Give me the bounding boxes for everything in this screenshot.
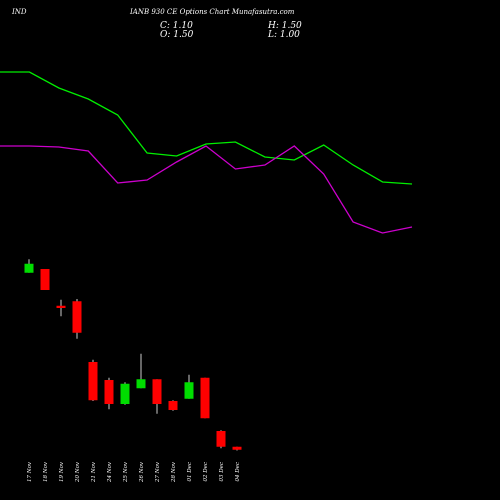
x-tick-label: 26 Nov [139,461,145,483]
candle-body [136,379,146,389]
x-tick-label: 24 Nov [107,461,113,483]
candle-body [40,269,50,290]
x-tick-label: 03 Dec [219,462,225,482]
x-tick-label: 28 Nov [171,461,177,483]
candle-body [72,301,82,333]
candle-body [216,431,226,447]
x-tick-label: 25 Nov [123,461,129,483]
x-tick-label: 04 Dec [235,462,241,482]
candle-body [184,382,194,399]
x-tick-label: 17 Nov [27,461,33,482]
candle-body [104,380,114,404]
candle-body [120,383,130,404]
candle-body [152,379,162,404]
x-tick-label: 18 Nov [43,461,49,482]
line-series [0,71,413,185]
ohlc-label: H: 1.50 [267,21,302,31]
candle-body [232,446,242,450]
x-tick-label: 20 Nov [75,461,81,483]
ohlc-label: L: 1.00 [267,30,300,40]
x-tick-label: 27 Nov [155,461,161,483]
ohlc-label: C: 1.10 [160,21,193,31]
ohlc-label: O: 1.50 [160,30,194,40]
line-series [0,145,413,234]
candle-body [88,362,98,401]
title-prefix: IND [11,8,27,16]
candle-body [200,377,210,419]
candle-body [168,401,178,410]
x-tick-label: 19 Nov [59,461,65,482]
x-tick-label: 01 Dec [187,462,193,482]
x-tick-label: 02 Dec [203,462,209,482]
candle-body [24,263,34,273]
candle-body [56,305,66,308]
x-tick-label: 21 Nov [91,461,97,483]
chart-title: IANB 930 CE Options Chart Munafasutra.co… [129,8,295,16]
